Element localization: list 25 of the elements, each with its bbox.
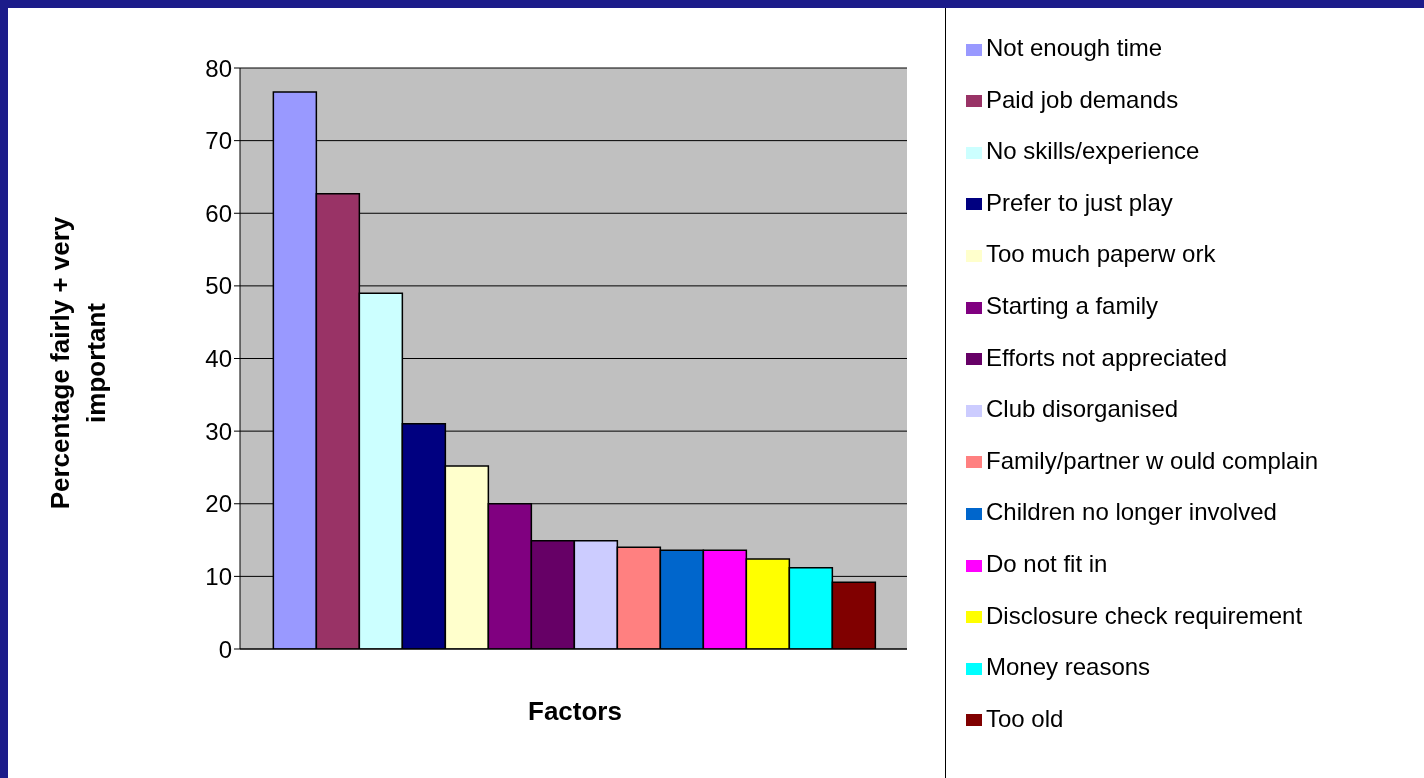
legend-label: Do not fit in xyxy=(986,549,1108,577)
legend-label: Efforts not appreciated xyxy=(986,343,1228,371)
legend-label: Family/partner w ould complain xyxy=(986,446,1319,474)
legend-label: Children no longer involved xyxy=(986,498,1277,526)
legend-label: Club disorganised xyxy=(986,395,1179,423)
legend-label: No skills/experience xyxy=(986,137,1200,165)
legend-label: Money reasons xyxy=(986,653,1151,681)
y-tick-label: 40 xyxy=(205,345,232,373)
y-tick-label: 30 xyxy=(205,417,232,445)
legend-label: Starting a family xyxy=(986,291,1159,319)
y-axis-title: Percentage fairly + very important xyxy=(44,215,112,512)
legend-label: Prefer to just play xyxy=(986,188,1173,216)
y-tick-label: 80 xyxy=(205,54,232,82)
y-tick-label: 70 xyxy=(205,127,232,155)
legend-label: Too much paperw ork xyxy=(986,240,1216,268)
legend-label: Too old xyxy=(986,704,1064,732)
legend-label: Not enough time xyxy=(986,34,1163,61)
y-tick-label: 10 xyxy=(205,562,232,590)
y-tick-label: 50 xyxy=(205,272,232,300)
y-tick-label: 20 xyxy=(205,490,232,518)
y-tick-label: 0 xyxy=(218,635,232,663)
y-tick-label: 60 xyxy=(205,199,232,227)
legend-label: Paid job demands xyxy=(986,85,1179,113)
legend-label: Disclosure check requirement xyxy=(986,601,1303,629)
x-axis-title: Factors xyxy=(527,696,623,727)
